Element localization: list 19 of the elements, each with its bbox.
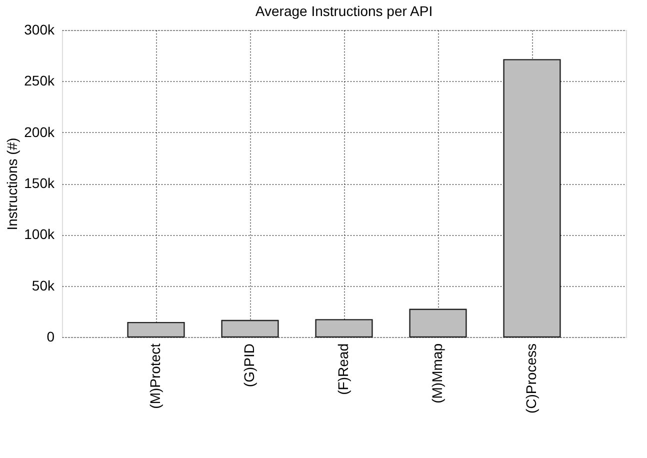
y-tick-label: 50k	[32, 277, 56, 294]
bar	[409, 308, 467, 338]
y-tick-label: 300k	[24, 22, 56, 38]
x-tick-label: (G)PID	[241, 344, 257, 388]
x-tick-label: (M)Mmap	[429, 343, 445, 404]
x-tick-label: (F)Read	[335, 344, 351, 395]
chart-title: Average Instructions per API	[255, 3, 433, 19]
y-tick-label: 0	[46, 328, 55, 344]
y-tick-label: 200k	[24, 124, 56, 140]
bar	[503, 59, 561, 338]
y-tick-label: 150k	[24, 175, 56, 191]
x-tick-label: (C)Process	[523, 344, 539, 414]
bar	[127, 322, 185, 338]
y-axis-title: Instructions (#)	[4, 138, 20, 230]
bar	[221, 320, 279, 338]
x-tick-label: (M)Protect	[147, 343, 163, 409]
y-tick-label: 250k	[24, 72, 56, 89]
bar	[315, 319, 373, 338]
y-tick-label: 100k	[24, 226, 56, 242]
